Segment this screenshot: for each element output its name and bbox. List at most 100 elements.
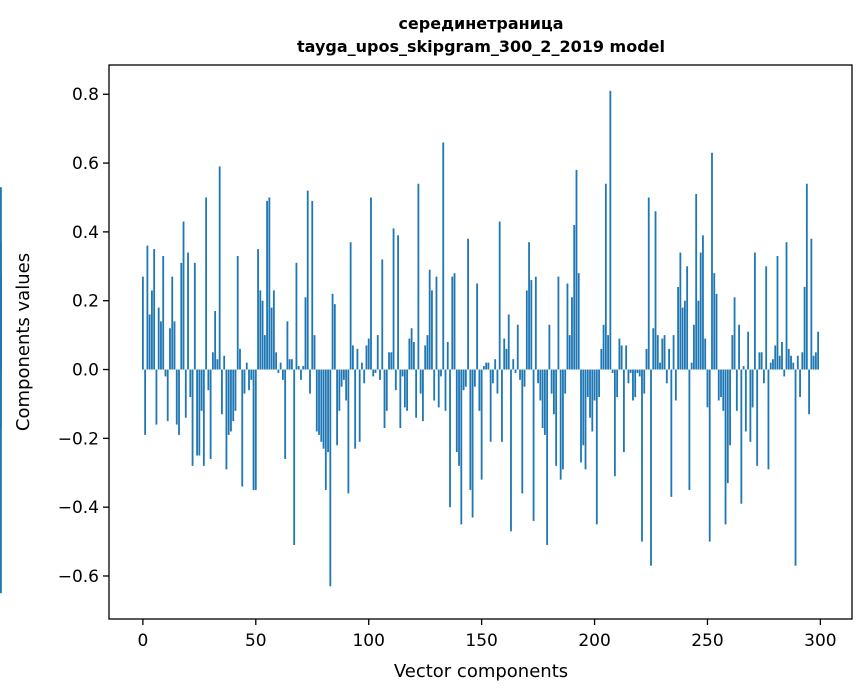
bar-53 — [261, 300, 264, 370]
bar-206 — [607, 335, 609, 370]
bar-86 — [336, 369, 338, 446]
bar-144 — [467, 238, 469, 370]
bar-120 — [412, 342, 415, 370]
bar-64 — [286, 321, 289, 370]
bar-119 — [410, 328, 413, 370]
bar-226 — [652, 328, 655, 370]
bar-269 — [749, 369, 752, 442]
bar-282 — [778, 355, 781, 370]
bar-284 — [783, 369, 786, 377]
bar-185 — [559, 369, 562, 480]
bar-66 — [291, 359, 293, 370]
bar-186 — [562, 369, 564, 470]
bar-254 — [715, 293, 718, 370]
bar-26 — [200, 369, 203, 411]
bar-202 — [598, 369, 600, 398]
bar-180 — [548, 324, 551, 370]
bar-115 — [401, 369, 404, 377]
bar-270 — [751, 369, 754, 408]
bar-38 — [227, 369, 230, 435]
bar-162 — [507, 314, 510, 370]
bar-17 — [180, 262, 183, 370]
bar-262 — [733, 297, 736, 370]
bar-230 — [661, 338, 664, 370]
bar-101 — [370, 197, 372, 370]
bar-88 — [340, 369, 343, 387]
bar-125 — [424, 345, 427, 370]
x-tick-label: 300 — [804, 631, 836, 651]
bar-128 — [431, 290, 433, 370]
y-tick-label: −0.6 — [58, 567, 99, 587]
y-tick-label: 0.8 — [72, 85, 99, 105]
bar-111 — [392, 228, 395, 370]
bar-54 — [263, 335, 266, 370]
bar-264 — [738, 324, 740, 370]
bar-296 — [810, 238, 813, 370]
bar-112 — [394, 369, 397, 391]
bar-undefined — [0, 369, 2, 594]
x-tick-label: 0 — [137, 631, 148, 651]
bar-20 — [187, 252, 189, 370]
bar-5 — [153, 249, 156, 370]
bar-273 — [758, 352, 761, 370]
bar-158 — [498, 221, 501, 370]
bar-104 — [376, 335, 379, 370]
bar-256 — [720, 369, 722, 398]
bar-283 — [781, 342, 783, 370]
bar-193 — [577, 273, 580, 370]
bar-170 — [525, 290, 528, 370]
bar-121 — [415, 369, 418, 418]
bar-81 — [324, 369, 327, 490]
bar-241 — [686, 266, 689, 370]
bar-172 — [530, 280, 533, 370]
bar-67 — [293, 369, 296, 546]
bar-182 — [552, 369, 555, 415]
y-tick-label: −0.2 — [58, 429, 99, 449]
bar-129 — [433, 369, 436, 401]
bar-233 — [668, 348, 670, 370]
bar-59 — [275, 352, 278, 370]
bar-139 — [455, 369, 458, 453]
plot-area-frame — [108, 64, 853, 620]
bar-267 — [744, 369, 747, 432]
bar-136 — [449, 369, 451, 508]
bar-44 — [241, 369, 244, 487]
bar-289 — [794, 369, 797, 566]
bar-55 — [266, 200, 268, 370]
bar-164 — [512, 359, 515, 370]
bar-236 — [674, 369, 677, 401]
bar-179 — [546, 369, 549, 546]
bar-167 — [519, 369, 521, 380]
bar-69 — [297, 366, 300, 370]
bar-181 — [550, 369, 553, 394]
bar-150 — [480, 369, 483, 480]
bar-35 — [221, 369, 223, 415]
bar-124 — [422, 369, 424, 422]
bar-131 — [437, 369, 440, 408]
bar-19 — [184, 369, 187, 418]
bar-293 — [803, 286, 806, 370]
bar-85 — [333, 304, 336, 370]
bar-25 — [198, 369, 201, 456]
bar-84 — [331, 293, 334, 370]
bar-78 — [318, 369, 320, 435]
bar-253 — [713, 273, 716, 370]
bar-276 — [765, 266, 768, 370]
bar-10 — [164, 369, 167, 377]
bar-3 — [148, 314, 151, 370]
bar-series — [0, 90, 820, 594]
bar-24 — [196, 369, 198, 456]
bar-undefined — [0, 187, 2, 370]
bar-207 — [609, 90, 612, 370]
bar-91 — [347, 369, 350, 494]
bar-259 — [726, 369, 729, 484]
bar-56 — [268, 197, 271, 370]
bar-191 — [573, 225, 576, 370]
bar-79 — [320, 369, 323, 442]
bar-280 — [774, 345, 777, 370]
bar-134 — [444, 369, 447, 411]
bar-102 — [372, 369, 375, 377]
bar-285 — [785, 242, 788, 370]
bar-281 — [776, 255, 779, 370]
bar-13 — [171, 276, 174, 370]
